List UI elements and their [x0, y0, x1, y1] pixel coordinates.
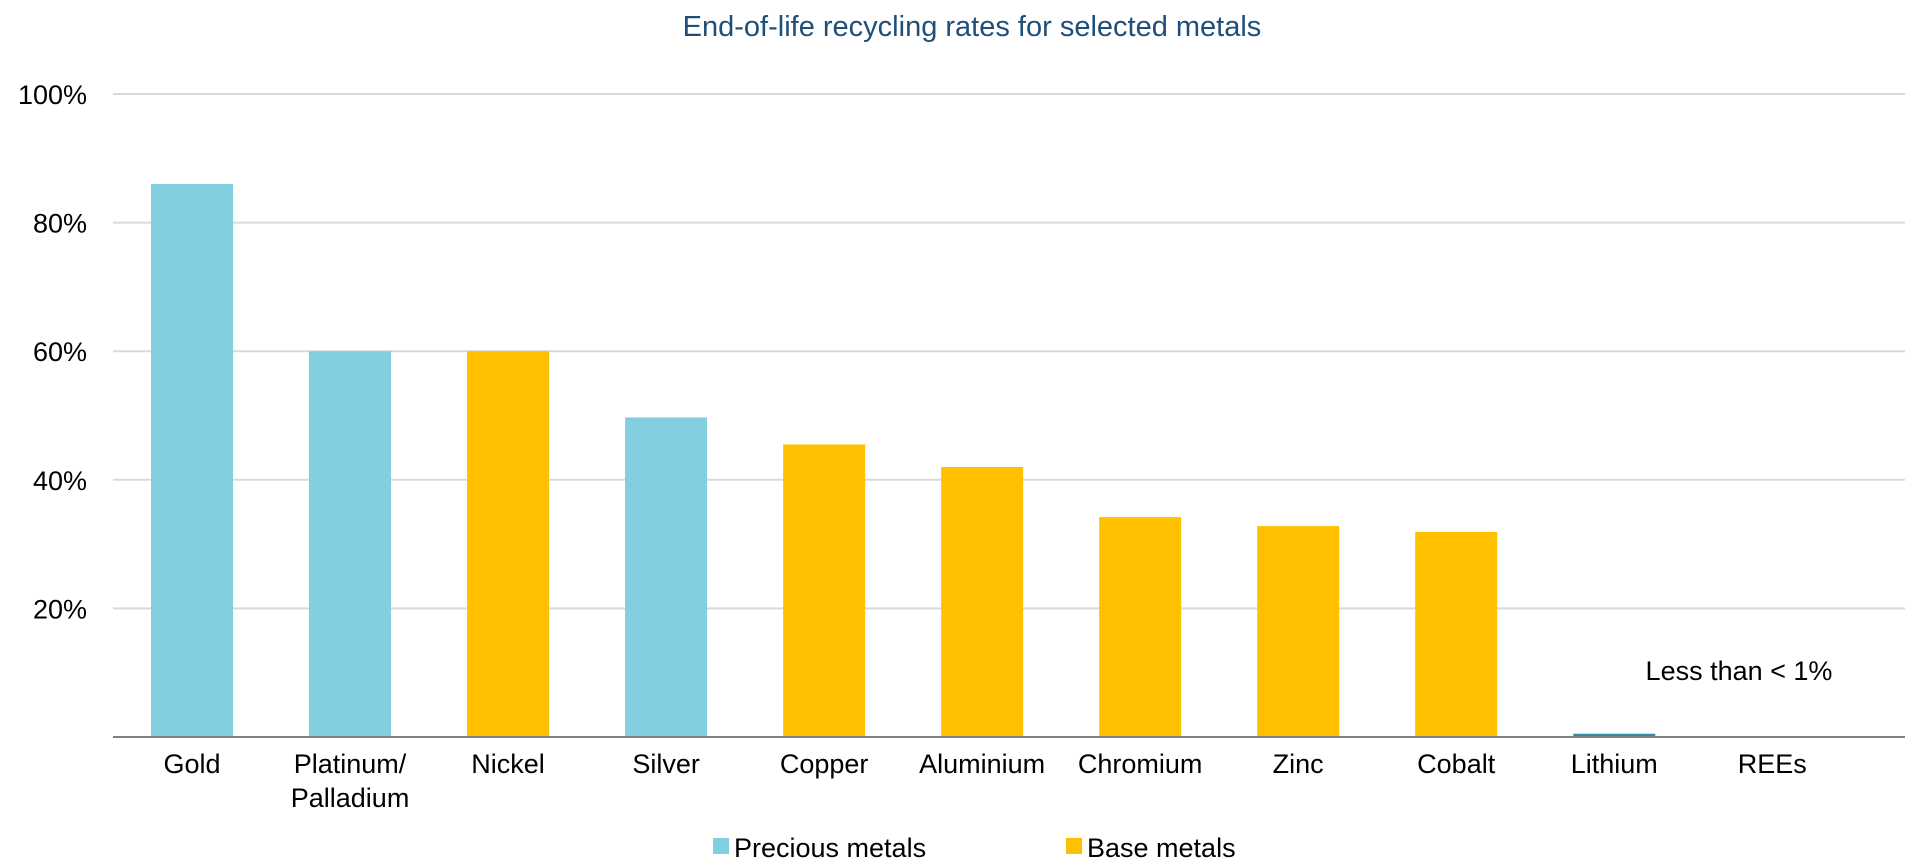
x-tick-label: Gold	[163, 749, 220, 779]
x-axis-labels: Gold Platinum/Palladium Nickel Silver Copper…	[163, 749, 1806, 813]
x-tick-label: Copper	[780, 749, 869, 779]
x-tick-label: Lithium	[1571, 749, 1658, 779]
x-tick-label: Nickel	[471, 749, 545, 779]
y-tick-label: 80%	[33, 209, 87, 239]
bar-nickel	[467, 351, 550, 737]
bar-silver	[625, 417, 708, 737]
bar-platinumpalladium	[309, 351, 392, 737]
bar-copper	[783, 444, 866, 737]
y-tick-label: 100%	[18, 80, 87, 110]
bar-zinc	[1257, 526, 1340, 737]
legend: Precious metals Base metals	[713, 833, 1236, 859]
bar-aluminium	[941, 466, 1024, 737]
x-tick-label: Platinum/Palladium	[291, 749, 410, 813]
chart-title: End-of-life recycling rates for selected…	[683, 11, 1262, 43]
x-tick-label: Aluminium	[919, 749, 1045, 779]
y-axis-ticks: 20% 40% 60% 80% 100%	[18, 80, 87, 624]
bar-gold	[151, 184, 234, 737]
x-tick-label: REEs	[1738, 749, 1807, 779]
bar-cobalt	[1415, 531, 1498, 737]
bars	[151, 184, 1656, 737]
y-tick-label: 20%	[33, 594, 87, 624]
less-than-one-percent-annotation: Less than < 1%	[1646, 656, 1833, 686]
x-tick-label: Cobalt	[1417, 749, 1496, 779]
y-tick-label: 60%	[33, 337, 87, 367]
legend-label-precious-metals: Precious metals	[734, 833, 926, 859]
y-tick-label: 40%	[33, 466, 87, 496]
x-tick-label: Silver	[632, 749, 700, 779]
bar-lithium	[1573, 733, 1656, 737]
bar-chromium	[1099, 517, 1182, 737]
legend-swatch-precious-metals	[713, 838, 729, 854]
legend-swatch-base-metals	[1066, 838, 1082, 854]
gridlines	[113, 93, 1905, 610]
legend-label-base-metals: Base metals	[1087, 833, 1236, 859]
x-tick-label: Zinc	[1273, 749, 1324, 779]
x-tick-label: Chromium	[1078, 749, 1203, 779]
